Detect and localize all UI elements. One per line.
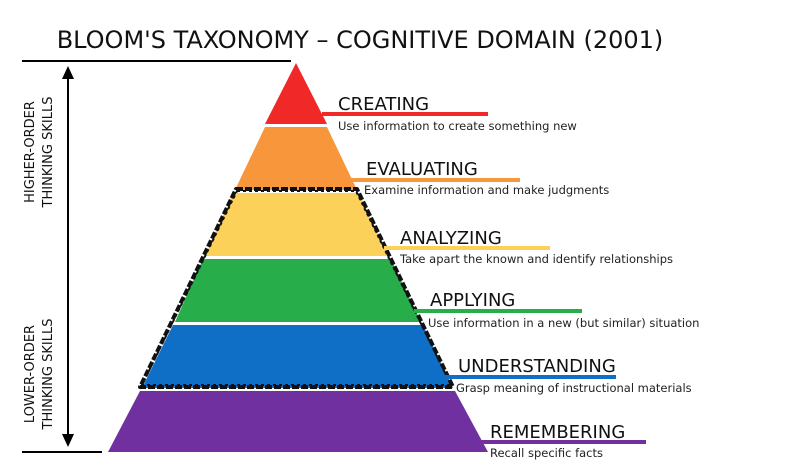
pyramid-band-evaluating [235,127,357,190]
pyramid-band-creating [265,63,327,124]
level-name-understanding: UNDERSTANDING [458,356,616,377]
level-name-applying: APPLYING [430,290,515,311]
level-understanding: UNDERSTANDING Grasp meaning of instructi… [444,356,692,395]
level-desc-remembering: Recall specific facts [490,446,603,460]
level-name-evaluating: EVALUATING [366,159,478,180]
lower-order-label-line1: LOWER-ORDER [23,325,38,423]
level-desc-creating: Use information to create something new [338,119,577,133]
level-desc-analyzing: Take apart the known and identify relati… [399,252,673,266]
arrow-up-icon [62,66,74,79]
level-name-remembering: REMEMBERING [490,422,625,443]
lower-order-label-line2: THINKING SKILLS [41,319,56,431]
level-applying: APPLYING Use information in a new (but s… [414,290,699,330]
level-creating: CREATING Use information to create somet… [322,94,577,133]
higher-order-label-line1: HIGHER-ORDER [23,101,38,203]
pyramid-band-understanding [142,325,453,388]
pyramid-band-applying [175,259,421,322]
level-evaluating: EVALUATING Examine information and make … [350,159,609,197]
pyramid-band-remembering [108,391,488,452]
level-desc-understanding: Grasp meaning of instructional materials [456,381,692,395]
level-name-analyzing: ANALYZING [400,228,502,249]
higher-order-label: HIGHER-ORDER THINKING SKILLS [23,97,56,209]
arrow-down-icon [62,434,74,447]
higher-order-label-line2: THINKING SKILLS [41,97,56,209]
band-separators [142,124,453,391]
level-analyzing: ANALYZING Take apart the known and ident… [384,228,673,266]
level-desc-applying: Use information in a new (but similar) s… [428,316,699,330]
middle-section-outline-inner [140,190,453,386]
level-desc-evaluating: Examine information and make judgments [364,183,609,197]
level-name-creating: CREATING [338,94,429,115]
pyramid-band-analyzing [205,193,389,256]
level-remembering: REMEMBERING Recall specific facts [476,422,646,460]
lower-order-label: LOWER-ORDER THINKING SKILLS [23,319,56,431]
diagram-title: BLOOM'S TAXONOMY – COGNITIVE DOMAIN (200… [57,26,664,54]
